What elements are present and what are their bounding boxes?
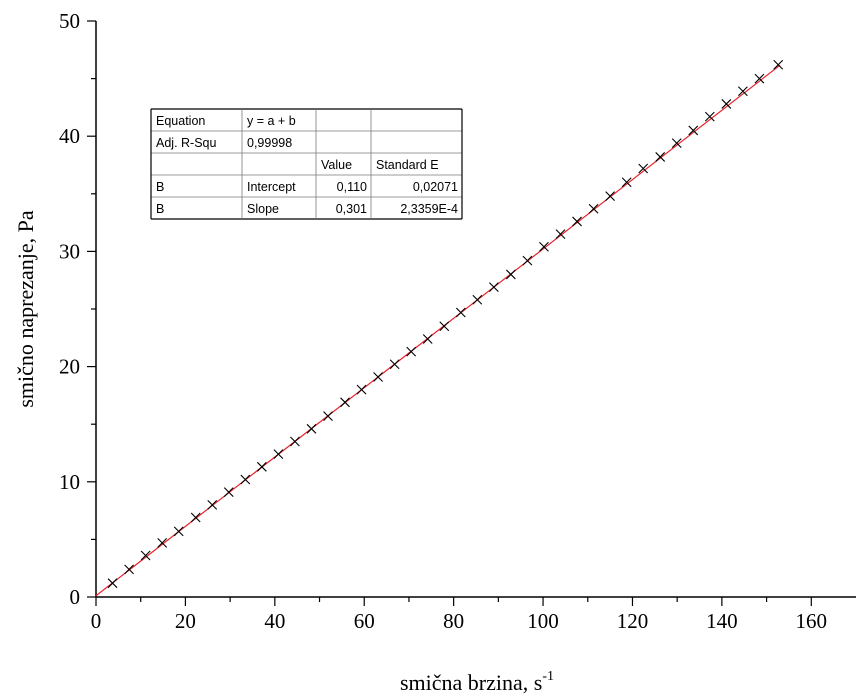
data-point [107, 578, 118, 589]
x-tick-label: 100 [527, 609, 559, 633]
y-tick-label: 50 [59, 9, 80, 33]
y-tick-label: 20 [59, 355, 80, 379]
x-axis-label-text: smična brzina, s [400, 670, 542, 695]
data-point [356, 384, 367, 395]
data-point [754, 73, 765, 84]
y-tick-label: 40 [59, 124, 80, 148]
x-tick-label: 0 [91, 609, 102, 633]
data-point [273, 449, 284, 460]
x-tick-label: 80 [443, 609, 464, 633]
data-point [173, 526, 184, 537]
data-point [190, 512, 201, 523]
data-point [207, 499, 218, 510]
data-point [671, 138, 682, 149]
table-cell: y = a + b [247, 114, 296, 128]
table-cell: Value [321, 158, 352, 172]
table-cell: Standard E [376, 158, 439, 172]
x-tick-label: 60 [354, 609, 375, 633]
data-point [721, 99, 732, 109]
x-tick-label: 20 [175, 609, 196, 633]
fit-results-table: Equation y = a + b Adj. R-Squ 0,99998 Value S… [150, 108, 463, 220]
data-point [738, 86, 748, 97]
data-point [157, 537, 168, 548]
table-cell: Slope [247, 202, 279, 216]
table-cell: 0,110 [337, 180, 367, 194]
table-cell: 0,99998 [247, 136, 292, 150]
x-axis-label-superscript: -1 [542, 669, 554, 684]
data-points [107, 59, 784, 589]
data-point [605, 191, 616, 201]
data-point [505, 269, 516, 280]
x-axis-label: smična brzina, s-1 [400, 669, 554, 695]
y-axis-ticks: 0 10 20 30 40 50 [59, 9, 96, 609]
x-axis-ticks: 0 20 40 60 80 100 120 140 160 [91, 597, 827, 633]
data-point [655, 152, 666, 162]
data-point [488, 282, 499, 293]
data-point [638, 163, 649, 174]
table-cell: 0,02071 [413, 180, 458, 194]
data-point [688, 125, 699, 136]
data-point [323, 411, 333, 422]
data-point [439, 321, 450, 332]
data-point [223, 487, 234, 498]
data-point [621, 177, 632, 188]
data-point [472, 294, 483, 305]
data-point [256, 461, 267, 472]
table-cell: 0,301 [336, 202, 367, 216]
data-point [422, 334, 433, 344]
table-cell: B [156, 180, 164, 194]
y-tick-label: 0 [70, 585, 81, 609]
table-cell: Intercept [247, 180, 296, 194]
data-point [588, 203, 599, 214]
table-cell: B [156, 202, 164, 216]
x-tick-label: 140 [706, 609, 738, 633]
data-point [389, 359, 400, 370]
data-point [555, 229, 566, 240]
data-point [340, 397, 350, 408]
axes [95, 21, 856, 598]
data-point [455, 307, 466, 318]
x-tick-label: 120 [617, 609, 649, 633]
data-point [373, 372, 383, 382]
table-cell: 2,3359E-4 [400, 202, 458, 216]
data-point [539, 241, 549, 252]
table-background [151, 109, 462, 219]
x-tick-label: 40 [264, 609, 285, 633]
data-point [704, 111, 715, 122]
y-tick-label: 30 [59, 239, 80, 263]
data-point [140, 550, 151, 561]
y-axis-label: smično naprezanje, Pa [13, 210, 38, 408]
table-cell: Equation [156, 114, 205, 128]
table-cell: Adj. R-Squ [156, 136, 216, 150]
y-tick-label: 10 [59, 470, 80, 494]
data-point [306, 423, 317, 434]
data-point [290, 436, 300, 447]
data-point [406, 346, 417, 357]
data-point [124, 564, 134, 575]
data-point [240, 474, 251, 485]
data-point [572, 216, 582, 227]
x-tick-label: 160 [796, 609, 828, 633]
data-point [522, 255, 533, 266]
data-point [773, 59, 784, 70]
